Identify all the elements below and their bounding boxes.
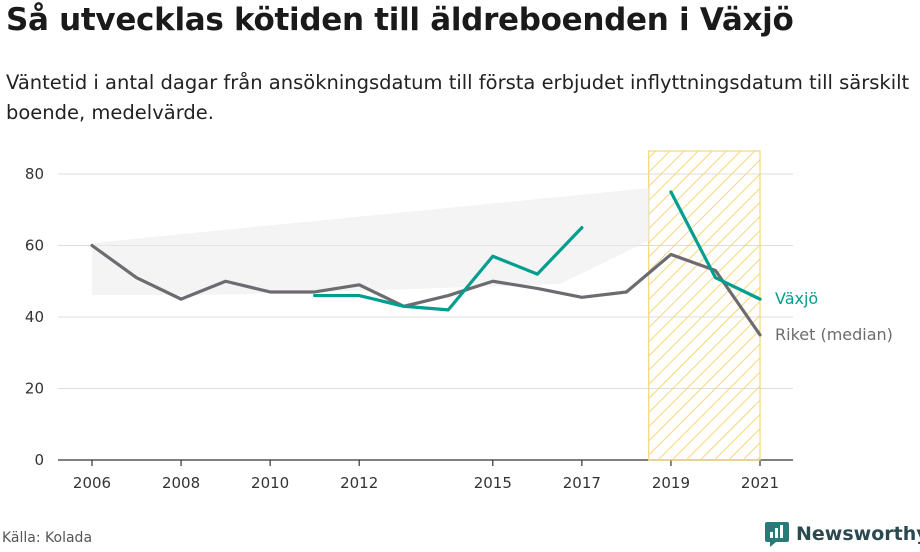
source-note: Källa: Kolada [2, 530, 93, 546]
series-label-vaxjo: Växjö [775, 289, 818, 308]
x-tick-label: 2010 [251, 474, 289, 492]
series-line-riket [90, 243, 762, 337]
y-tick-label: 60 [25, 237, 44, 255]
x-tick-label: 2012 [340, 474, 378, 492]
highlight-period-box [648, 150, 761, 461]
x-tick-label: 2008 [162, 474, 200, 492]
x-tick-label: 2021 [741, 474, 779, 492]
x-tick-label: 2006 [73, 474, 111, 492]
y-tick-label: 20 [25, 380, 44, 398]
series-line-vaxjo [313, 226, 584, 312]
x-tick-label: 2019 [652, 474, 690, 492]
newsworthy-logo: Newsworthy [764, 520, 920, 548]
gap-shade-area [92, 188, 650, 295]
y-tick-label: 0 [34, 451, 44, 469]
y-tick-label: 80 [25, 165, 44, 183]
x-tick-label: 2017 [563, 474, 601, 492]
series-label-riket: Riket (median) [775, 325, 893, 344]
newsworthy-logo-icon [765, 522, 789, 547]
chart-subtitle: Väntetid i antal dagar från ansökningsda… [6, 71, 910, 124]
chart-title: Så utvecklas kötiden till äldreboenden i… [6, 2, 794, 38]
newsworthy-logo-text: Newsworthy [796, 523, 920, 545]
x-tick-label: 2015 [474, 474, 512, 492]
y-tick-label: 40 [25, 308, 44, 326]
series-line-vaxjo [669, 190, 762, 301]
